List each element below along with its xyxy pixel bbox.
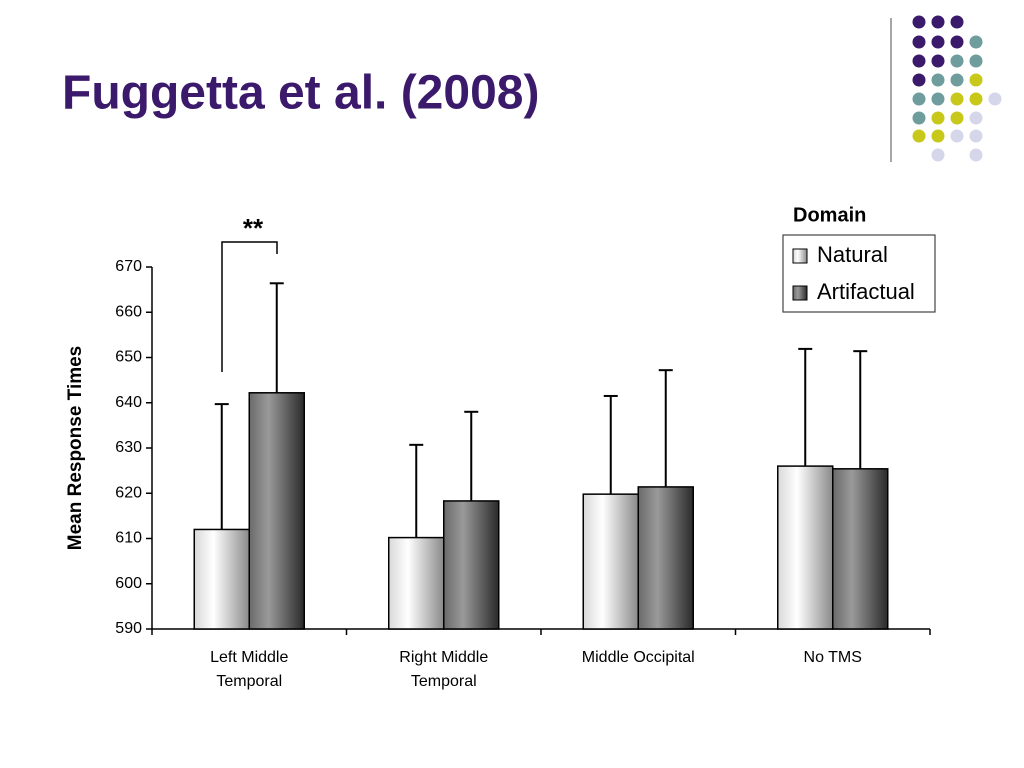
legend-swatch <box>792 248 808 264</box>
y-tick-label: 650 <box>115 349 142 366</box>
bar <box>193 528 250 630</box>
slide-title: Fuggetta et al. (2008) <box>62 67 539 120</box>
x-tick-label: Right Middle Temporal <box>399 649 489 690</box>
y-tick-label: 670 <box>115 258 142 275</box>
bar <box>388 536 445 630</box>
significance-bracket <box>221 241 278 372</box>
bar <box>777 465 834 630</box>
x-tick-label: No TMS <box>803 649 862 666</box>
bar <box>582 493 639 630</box>
y-tick-label: 620 <box>115 484 142 501</box>
y-tick-label: 590 <box>115 620 142 637</box>
y-tick-label: 610 <box>115 530 142 547</box>
legend-swatch <box>792 285 808 301</box>
legend-label: Artifactual <box>817 279 915 304</box>
bar <box>248 392 305 630</box>
annotation: ** <box>243 213 264 243</box>
x-tick-label: Left Middle Temporal <box>210 649 289 690</box>
legend-label: Natural <box>817 242 888 267</box>
bar <box>443 500 500 630</box>
bar <box>637 486 694 630</box>
y-tick-label: 660 <box>115 303 142 320</box>
legend-title: Domain <box>793 204 866 226</box>
y-axis-label: Mean Response Times <box>65 346 86 551</box>
y-tick-label: 630 <box>115 439 142 456</box>
decor-dots <box>912 15 1002 162</box>
legend-box <box>782 234 936 313</box>
x-tick-label: Middle Occipital <box>581 649 695 666</box>
y-tick-label: 600 <box>115 575 142 592</box>
y-tick-label: 640 <box>115 394 142 411</box>
bar <box>832 468 889 630</box>
